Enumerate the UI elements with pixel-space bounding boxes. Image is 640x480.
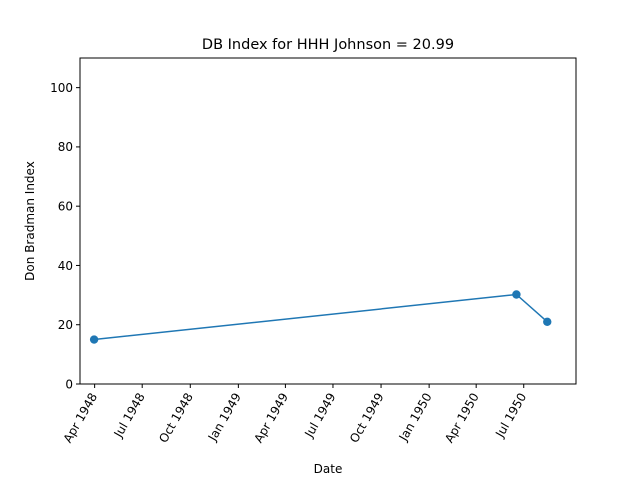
y-tick-label-5: 100 [50, 81, 73, 95]
x-axis-label: Date [314, 462, 343, 476]
plot-frame [79, 57, 577, 385]
x-tick-label-3: Jan 1949 [205, 391, 244, 445]
x-tick-label-9: Jul 1950 [492, 391, 529, 441]
x-tick-label-5: Jul 1949 [302, 391, 339, 441]
chart-title: DB Index for HHH Johnson = 20.99 [202, 37, 454, 53]
y-tick-label-1: 20 [58, 318, 73, 332]
series-line-0 [94, 293, 548, 341]
data-point-2 [543, 317, 552, 326]
x-tick-label-0: Apr 1948 [61, 391, 101, 446]
x-tick-label-4: Apr 1949 [251, 391, 291, 446]
x-axis: Apr 1948 Jul 1948 Oct 1948 Jan 1949 Apr 1949… [61, 384, 529, 446]
y-tick-label-4: 80 [58, 140, 73, 154]
x-tick-label-2: Oct 1948 [156, 391, 196, 446]
y-tick-label-3: 60 [58, 199, 73, 213]
x-tick-label-7: Jan 1950 [396, 391, 435, 445]
x-tick-label-6: Oct 1949 [347, 391, 387, 446]
y-tick-label-0: 0 [65, 377, 73, 391]
y-axis: 0 20 40 60 80 100 [50, 81, 80, 391]
y-axis-label: Don Bradman Index [23, 161, 37, 281]
x-tick-label-8: Apr 1950 [442, 391, 482, 446]
y-tick-label-2: 40 [58, 259, 73, 273]
plot-area [89, 290, 552, 344]
data-point-1 [512, 290, 521, 299]
data-point-0 [89, 335, 99, 344]
x-tick-label-1: Jul 1948 [111, 391, 148, 441]
